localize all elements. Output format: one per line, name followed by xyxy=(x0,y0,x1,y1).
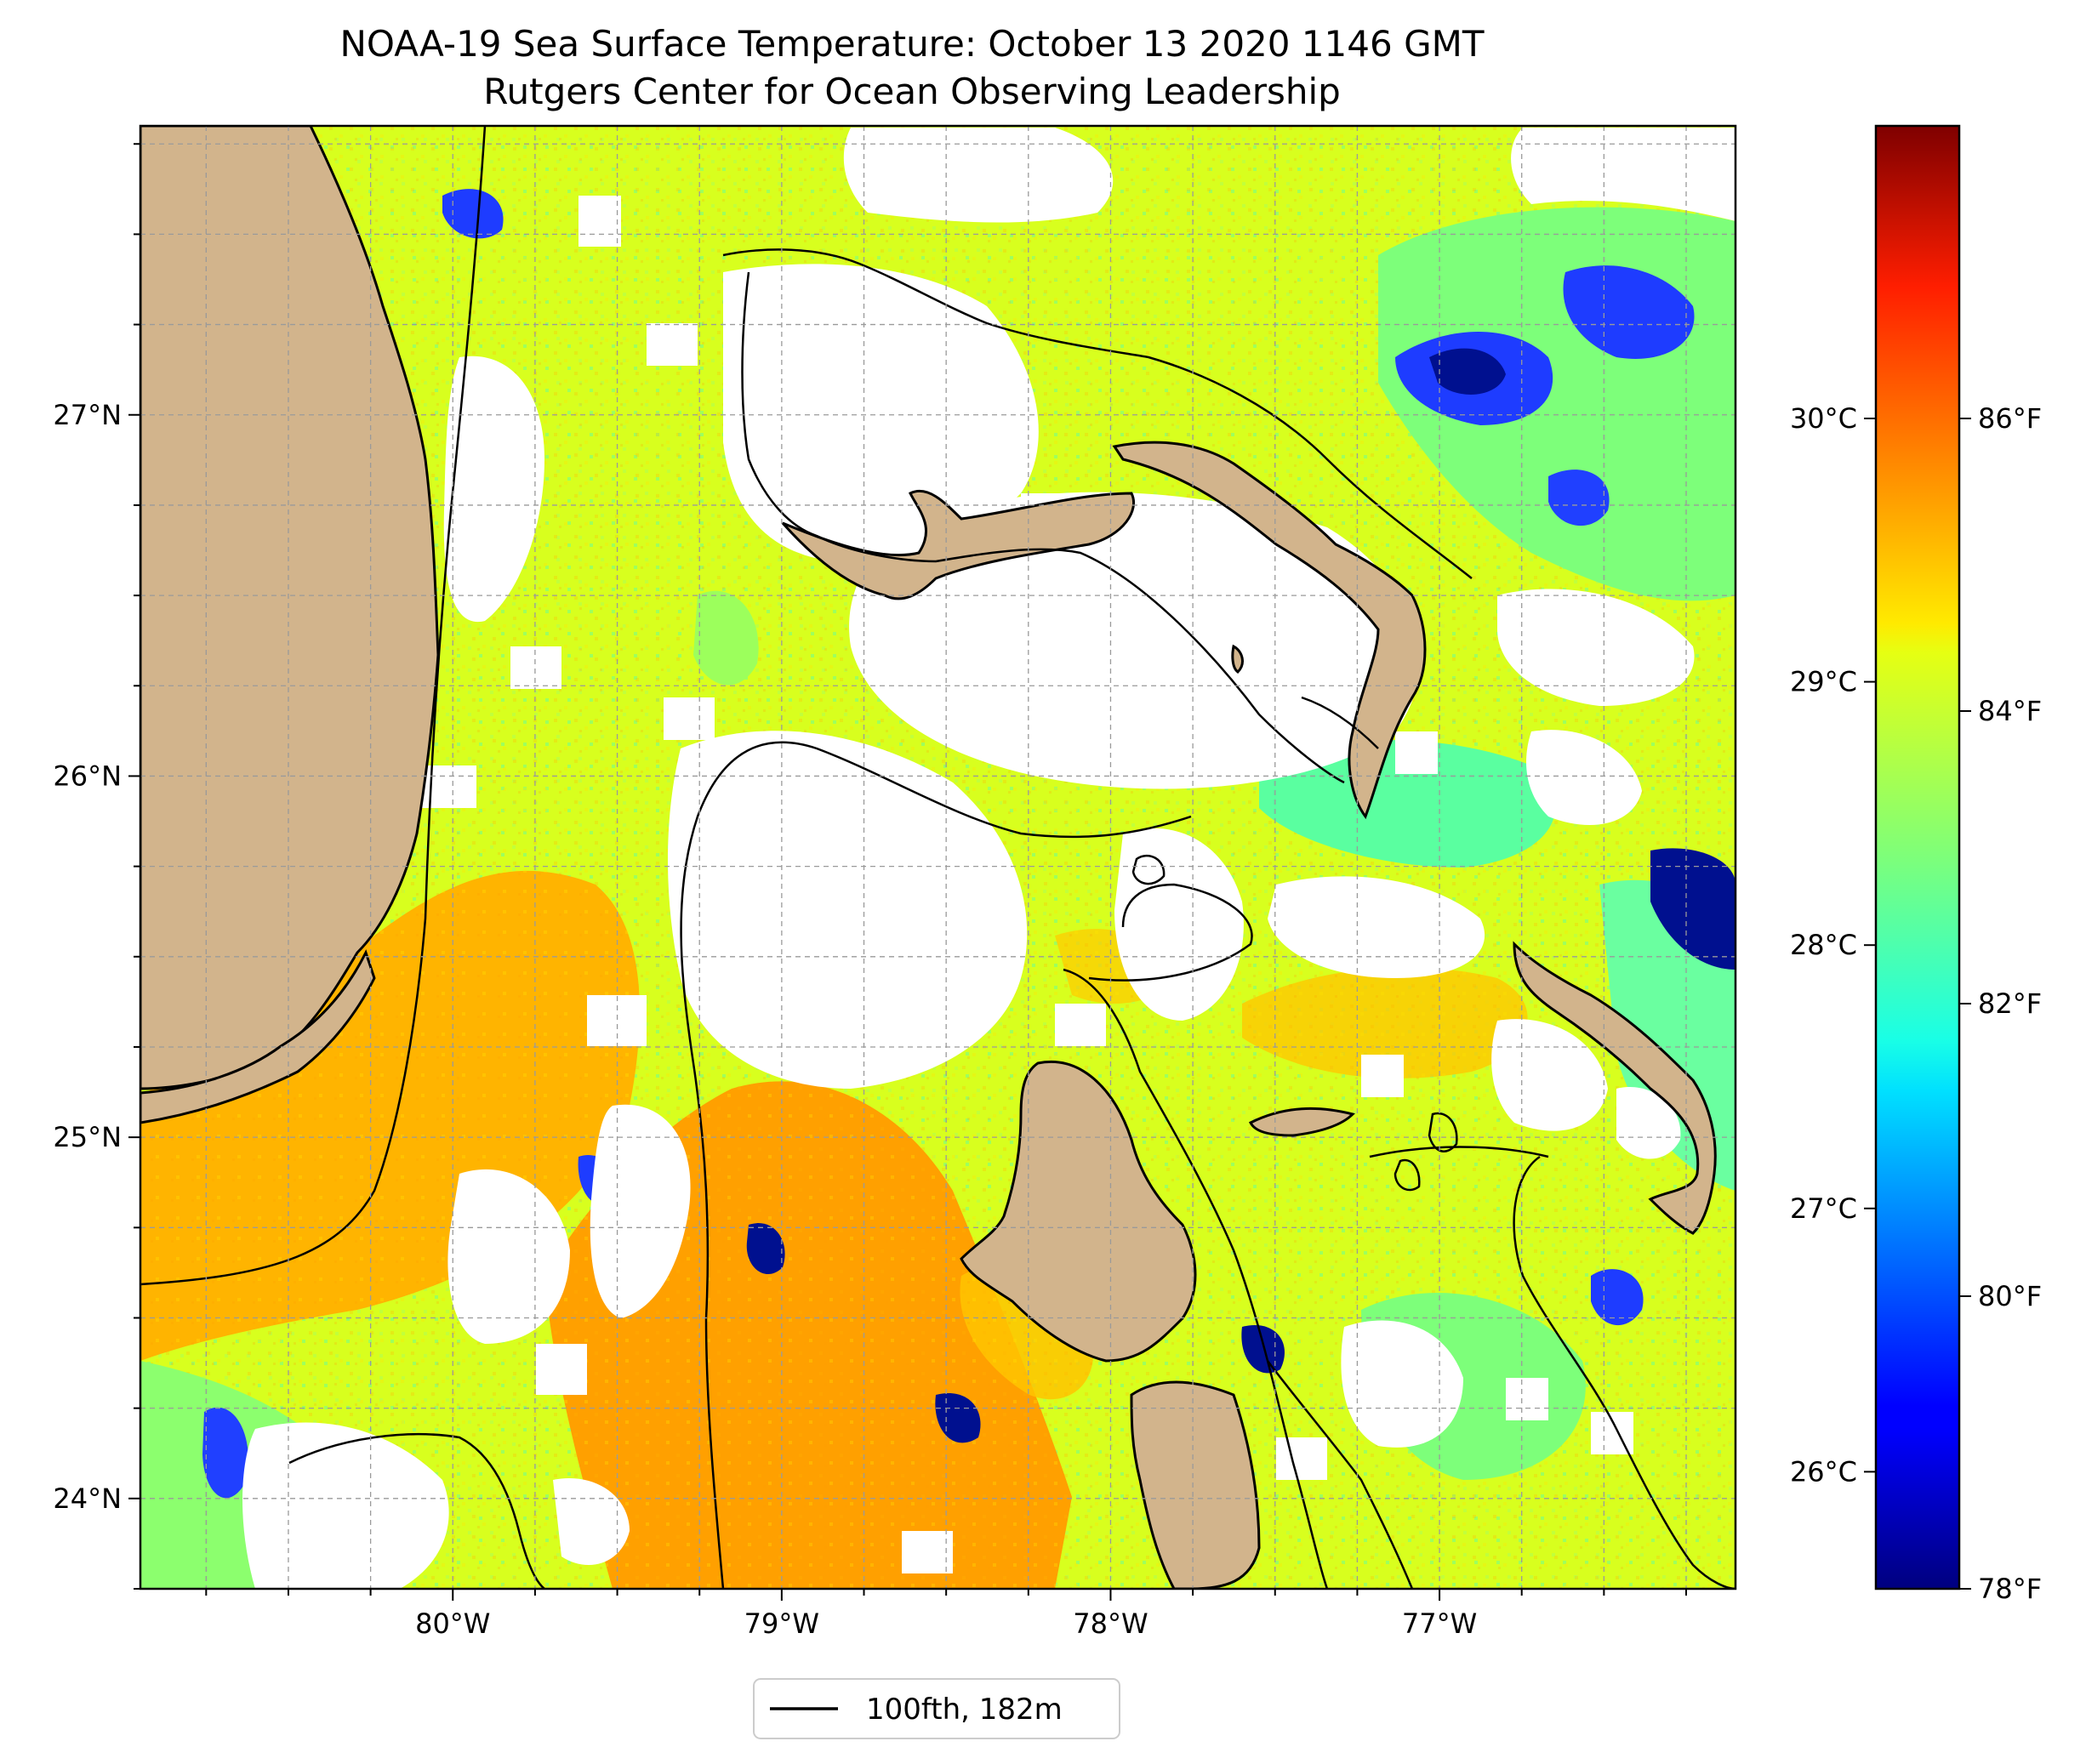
colorbar-gradient xyxy=(1874,124,1961,1590)
map-title: NOAA-19 Sea Surface Temperature: October… xyxy=(339,23,1484,65)
no-data-areas xyxy=(162,128,1735,1589)
colorbar: 78°F 80°F 82°F 84°F 86°F 26°C 27°C 28°C 29°C 30°C xyxy=(1790,124,2042,1605)
y-tick-label: 25°N xyxy=(53,1121,122,1153)
axis-ticks: 80°W 79°W 78°W 77°W 24°N 25°N 26°N 27°N xyxy=(53,143,1688,1640)
colorbar-f-label: 86°F xyxy=(1978,402,2042,435)
colorbar-c-label: 27°C xyxy=(1790,1192,1857,1225)
x-tick-label: 78°W xyxy=(1073,1608,1148,1640)
isobath-100fth xyxy=(140,126,1735,1589)
x-tick-label: 79°W xyxy=(744,1608,819,1640)
abaco xyxy=(1112,441,1427,820)
colorbar-c-label: 29°C xyxy=(1790,666,1857,698)
sst-map xyxy=(140,126,1735,1589)
colorbar-ticks: 78°F 80°F 82°F 84°F 86°F 26°C 27°C 28°C 29°C 30°C xyxy=(1790,402,2042,1605)
land xyxy=(140,126,1717,1589)
legend-label: 100fth, 182m xyxy=(866,1693,1063,1727)
colorbar-c-label: 28°C xyxy=(1790,929,1857,961)
gridlines xyxy=(140,126,1735,1589)
y-tick-label: 24°N xyxy=(53,1482,122,1515)
x-tick-label: 77°W xyxy=(1402,1608,1477,1640)
x-tick-label: 80°W xyxy=(415,1608,490,1640)
colorbar-f-label: 82°F xyxy=(1978,987,2042,1020)
map-frame xyxy=(139,124,1737,1590)
map-subtitle: Rutgers Center for Ocean Observing Leade… xyxy=(483,71,1341,112)
colorbar-c-label: 26°C xyxy=(1790,1455,1857,1488)
colorbar-f-label: 84°F xyxy=(1978,695,2042,727)
y-tick-label: 27°N xyxy=(53,399,122,431)
colorbar-c-label: 30°C xyxy=(1790,402,1857,435)
colorbar-f-label: 80°F xyxy=(1978,1280,2042,1312)
colorbar-f-label: 78°F xyxy=(1978,1573,2042,1605)
y-tick-label: 26°N xyxy=(53,760,122,792)
andros xyxy=(960,1061,1197,1363)
legend-box xyxy=(753,1678,1120,1739)
legend: 100fth, 182m xyxy=(753,1678,1120,1739)
grand-bahama xyxy=(781,489,1135,600)
